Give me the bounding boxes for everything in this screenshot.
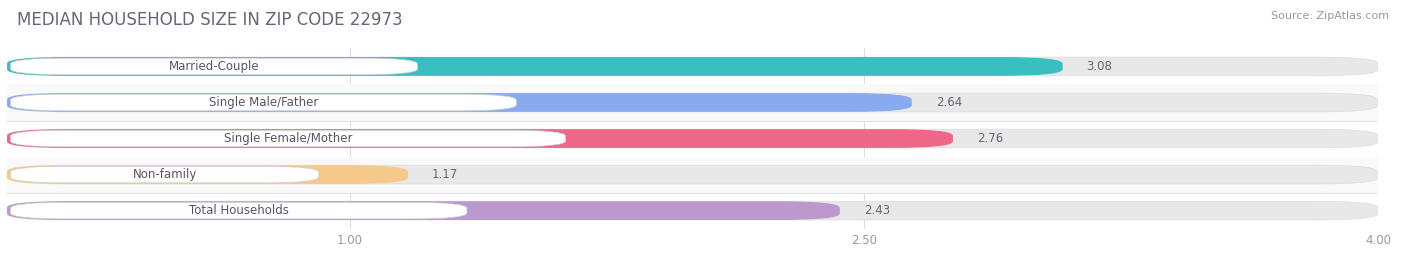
FancyBboxPatch shape (7, 201, 839, 220)
Text: 2.43: 2.43 (863, 204, 890, 217)
FancyBboxPatch shape (10, 166, 319, 183)
Text: Single Female/Mother: Single Female/Mother (224, 132, 353, 145)
FancyBboxPatch shape (7, 57, 1063, 76)
FancyBboxPatch shape (10, 94, 516, 111)
FancyBboxPatch shape (7, 84, 1378, 121)
Text: Total Households: Total Households (188, 204, 288, 217)
Text: Non-family: Non-family (132, 168, 197, 181)
FancyBboxPatch shape (7, 93, 911, 112)
FancyBboxPatch shape (10, 58, 418, 75)
Text: 1.17: 1.17 (432, 168, 458, 181)
Text: 2.76: 2.76 (977, 132, 1002, 145)
Text: MEDIAN HOUSEHOLD SIZE IN ZIP CODE 22973: MEDIAN HOUSEHOLD SIZE IN ZIP CODE 22973 (17, 11, 402, 29)
FancyBboxPatch shape (7, 129, 1378, 148)
Text: 3.08: 3.08 (1087, 60, 1112, 73)
FancyBboxPatch shape (7, 157, 1378, 193)
FancyBboxPatch shape (7, 93, 1378, 112)
Text: Married-Couple: Married-Couple (169, 60, 259, 73)
FancyBboxPatch shape (7, 165, 408, 184)
Text: 2.64: 2.64 (936, 96, 962, 109)
FancyBboxPatch shape (10, 202, 467, 219)
Text: Source: ZipAtlas.com: Source: ZipAtlas.com (1271, 11, 1389, 21)
FancyBboxPatch shape (7, 129, 953, 148)
FancyBboxPatch shape (10, 130, 565, 147)
FancyBboxPatch shape (7, 57, 1378, 76)
FancyBboxPatch shape (7, 165, 1378, 184)
Text: Single Male/Father: Single Male/Father (208, 96, 318, 109)
FancyBboxPatch shape (7, 201, 1378, 220)
